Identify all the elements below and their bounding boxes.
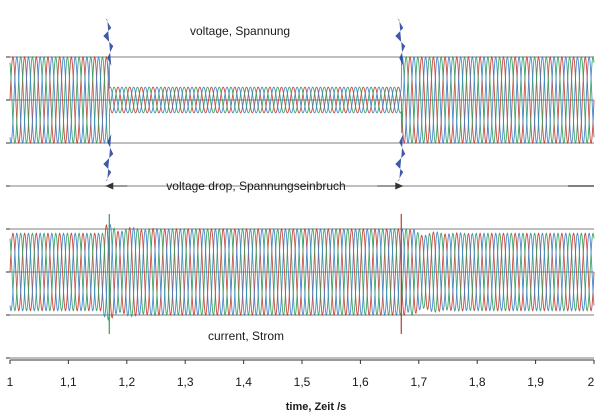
- switching-transients: [103, 18, 406, 334]
- x-tick-label: 1,7: [410, 375, 427, 389]
- current-panel-label: current, Strom: [208, 329, 284, 343]
- voltage-transient-top: [395, 18, 406, 66]
- current-phase-1: [9, 224, 595, 319]
- x-tick-label: 1,9: [527, 375, 544, 389]
- current-phase-3: [9, 223, 595, 318]
- voltage-drop-label: voltage drop, Spannungseinbruch: [166, 179, 345, 193]
- x-tick-label: 1,1: [60, 375, 77, 389]
- x-tick-label: 1: [7, 375, 14, 389]
- arrow-right-head: [395, 182, 404, 190]
- voltage-label-background: [180, 21, 320, 39]
- voltage-transient-top: [103, 18, 114, 66]
- x-tick-label: 2: [588, 375, 595, 389]
- voltage-transient-bottom: [395, 134, 406, 182]
- voltage-phase-3: [9, 55, 595, 145]
- current-phase-2: [9, 227, 595, 322]
- waveforms: [9, 55, 595, 322]
- x-tick-label: 1,6: [352, 375, 369, 389]
- voltage-phase-1: [9, 55, 595, 145]
- x-tick-label: 1,4: [235, 375, 252, 389]
- voltage-panel-label: voltage, Spannung: [190, 24, 290, 38]
- voltage-drop-annotation: voltage drop, Spannungseinbruch: [105, 179, 404, 193]
- current-label-background: [196, 325, 320, 343]
- arrow-left-head: [105, 182, 114, 190]
- x-axis: 1 1,1 1,2 1,3 1,4 1,5 1,6 1,7 1,8 1,9 2: [7, 359, 595, 389]
- x-tick-label: 1,3: [177, 375, 194, 389]
- x-tick-label: 1,8: [469, 375, 486, 389]
- x-tick-label: 1,5: [294, 375, 311, 389]
- voltage-phase-2: [9, 55, 595, 145]
- x-tick-label: 1,2: [118, 375, 135, 389]
- voltage-transient-bottom: [103, 134, 114, 182]
- x-axis-title: time, Zeit /s: [286, 401, 347, 412]
